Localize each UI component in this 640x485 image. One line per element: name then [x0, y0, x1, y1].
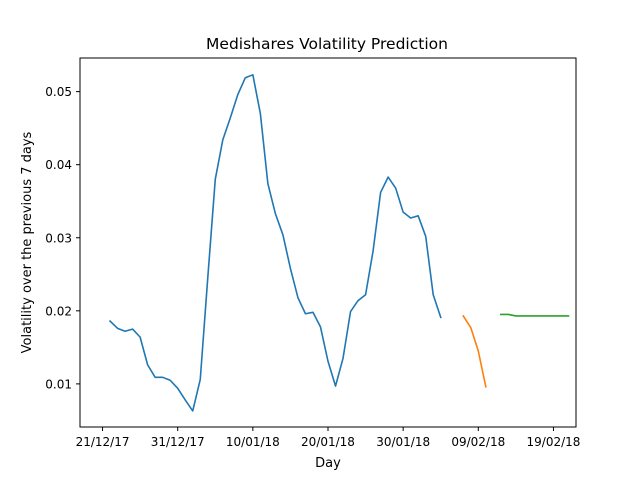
- y-tick-label-3: 0.03: [45, 231, 72, 245]
- plot-lines: [108, 74, 570, 412]
- x-axis-label: Day: [315, 456, 341, 471]
- x-tick-label-5: 30/01/18: [376, 435, 430, 449]
- x-tick-label-3: 10/01/18: [226, 435, 280, 449]
- y-tick-label-4: 0.04: [45, 158, 72, 172]
- y-tick-label-2: 0.02: [45, 304, 72, 318]
- x-tick-label-7: 19/02/18: [527, 435, 581, 449]
- y-tick-label-5: 0.05: [45, 85, 72, 99]
- x-axis-ticks: 21/12/17 31/12/17 10/01/18 20/01/18 30/01/18…: [76, 427, 581, 449]
- series-line-1: [108, 74, 442, 412]
- y-tick-label-1: 0.01: [45, 377, 72, 391]
- chart-title: Medishares Volatility Prediction: [206, 35, 448, 53]
- y-axis-label: Volatility over the previous 7 days: [20, 131, 35, 353]
- x-tick-label-6: 09/02/18: [451, 435, 505, 449]
- series-line-3: [500, 313, 570, 317]
- series-line-2: [462, 314, 487, 388]
- x-tick-label-1: 21/12/17: [76, 435, 130, 449]
- plot-frame: [79, 57, 577, 428]
- x-tick-label-2: 31/12/17: [151, 435, 205, 449]
- x-tick-label-4: 20/01/18: [301, 435, 355, 449]
- y-axis-ticks: 0.01 0.02 0.03 0.04 0.05: [45, 85, 80, 391]
